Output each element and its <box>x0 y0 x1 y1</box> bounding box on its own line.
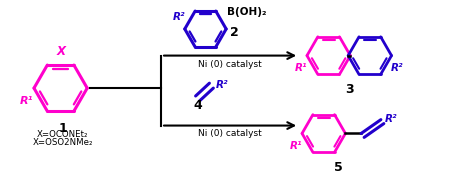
Text: R²: R² <box>215 80 228 90</box>
Text: X=OSO2NMe₂: X=OSO2NMe₂ <box>32 138 93 147</box>
Text: 4: 4 <box>194 99 202 112</box>
Text: Ni (0) catalyst: Ni (0) catalyst <box>198 60 262 69</box>
Text: X: X <box>56 45 65 57</box>
Text: R¹: R¹ <box>20 96 34 106</box>
Text: R¹: R¹ <box>290 141 302 151</box>
Text: 5: 5 <box>334 161 343 174</box>
Text: R¹: R¹ <box>295 63 307 73</box>
Text: B(OH)₂: B(OH)₂ <box>228 7 267 17</box>
Text: R²: R² <box>385 114 397 124</box>
Text: R²: R² <box>173 12 185 22</box>
Text: Ni (0) catalyst: Ni (0) catalyst <box>198 129 262 138</box>
Text: 1: 1 <box>58 122 67 135</box>
Text: 2: 2 <box>230 26 239 39</box>
Text: R²: R² <box>391 63 404 73</box>
Text: X=OCONEt₂: X=OCONEt₂ <box>37 130 88 139</box>
Text: 3: 3 <box>345 83 354 96</box>
